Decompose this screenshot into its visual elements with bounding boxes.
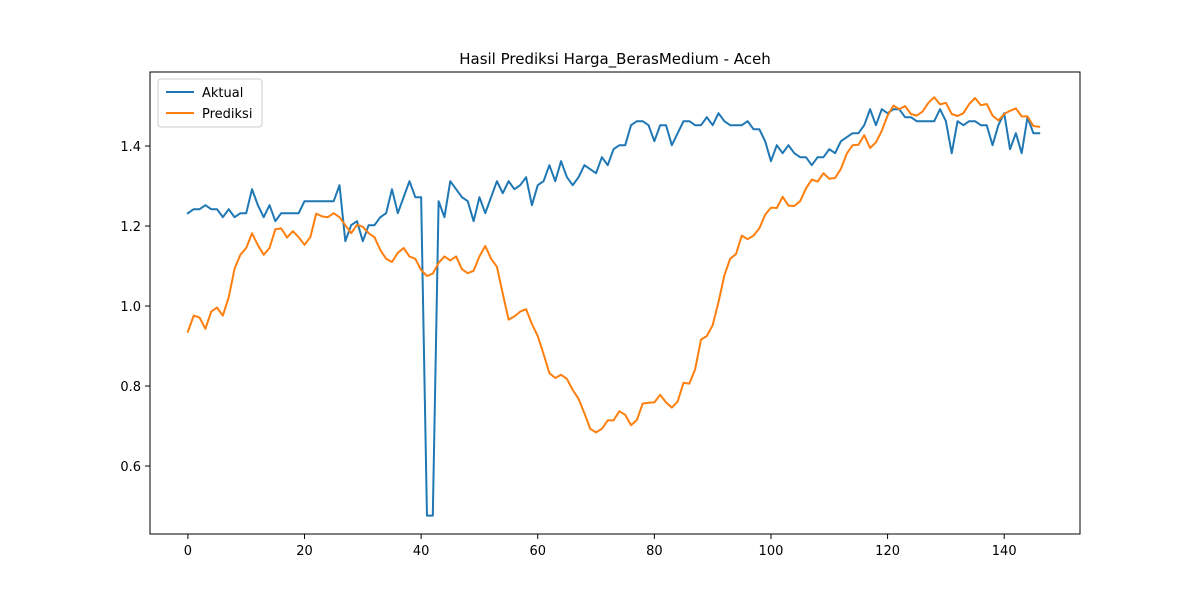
x-tick-label: 20	[296, 544, 313, 559]
x-tick-label: 100	[759, 544, 784, 559]
y-tick-label: 1.0	[120, 300, 141, 315]
x-tick-label: 120	[875, 544, 900, 559]
y-tick-label: 1.2	[120, 220, 141, 235]
series-line-prediksi	[186, 96, 1041, 434]
legend-label-prediksi: Prediksi	[202, 107, 252, 122]
y-tick-label: 1.4	[120, 140, 141, 155]
x-tick-label: 80	[646, 544, 663, 559]
x-tick-label: 140	[992, 544, 1017, 559]
x-tick-label: 40	[413, 544, 430, 559]
plot-area: 0 20 40 60 80 100 120 140 0.6 0.8 1.0 1.2 1.4 Aktual P…	[120, 71, 1081, 559]
axes-frame	[149, 71, 1081, 535]
y-tick-label: 0.8	[120, 380, 141, 395]
x-tick-label: 0	[184, 544, 192, 559]
y-tick-label: 0.6	[120, 460, 141, 475]
series-line-aktual	[186, 108, 1041, 517]
chart-title: Hasil Prediksi Harga_BerasMedium - Aceh	[459, 50, 771, 69]
legend-label-aktual: Aktual	[202, 86, 243, 101]
x-tick-label: 60	[529, 544, 546, 559]
